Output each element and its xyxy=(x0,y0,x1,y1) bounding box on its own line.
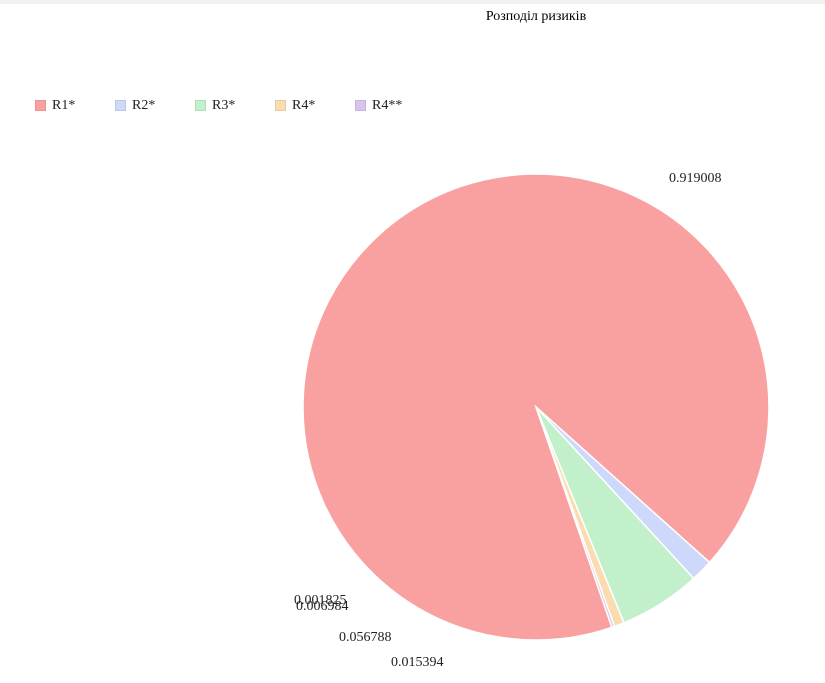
legend-label-r3: R3* xyxy=(212,98,236,113)
data-label-r2: 0.015394 xyxy=(391,655,444,670)
chart-title: Розподіл ризиків xyxy=(485,9,587,24)
pie-slice-r4-double[interactable] xyxy=(535,406,616,629)
data-label-r4-double: 0.001825 xyxy=(294,593,347,608)
data-label-r1: 0.919008 xyxy=(669,171,722,186)
top-strip xyxy=(0,0,825,4)
legend-swatch-r3 xyxy=(195,100,206,111)
legend-label-r1: R1* xyxy=(52,98,76,113)
legend-label-r2: R2* xyxy=(132,98,156,113)
legend-swatch-r1 xyxy=(35,100,46,111)
legend-swatch-r2 xyxy=(115,100,126,111)
legend-swatch-r4 xyxy=(275,100,286,111)
legend-swatch-r4-double xyxy=(355,100,366,111)
legend-label-r4: R4* xyxy=(292,98,316,113)
data-label-r3: 0.056788 xyxy=(339,630,392,645)
data-label-r4: 0.006984 xyxy=(296,599,349,614)
legend-label-r4-double: R4** xyxy=(372,98,403,113)
